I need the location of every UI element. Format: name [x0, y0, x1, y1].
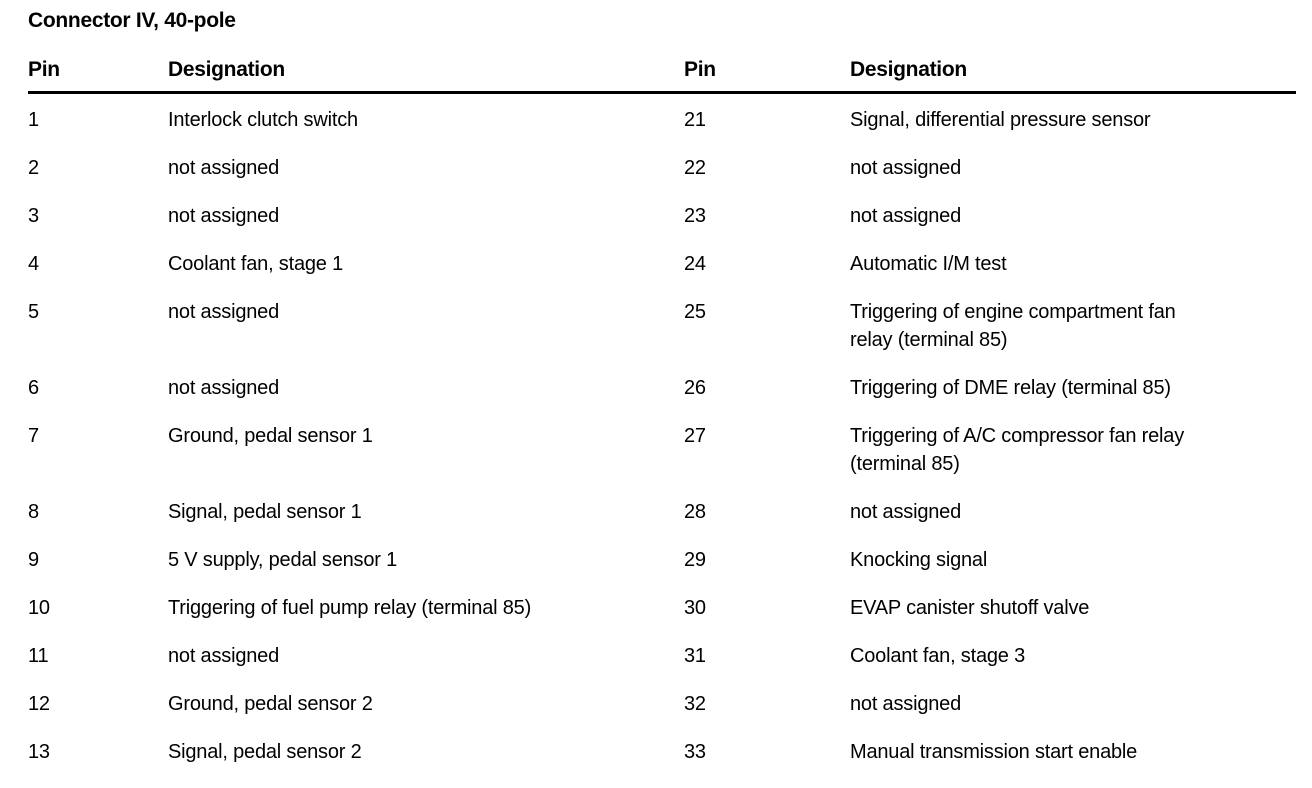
table-header-row: Pin Designation Pin Designation	[28, 58, 1296, 93]
designation-cell-right: Triggering of A/C compressor fan relay (…	[850, 425, 1185, 475]
pin-cell-right: 30	[684, 597, 706, 619]
table-row: 10 Triggering of fuel pump relay (termina…	[28, 594, 1296, 642]
column-header-pin-right: Pin	[684, 58, 716, 81]
pin-cell-right: 33	[684, 741, 706, 763]
designation-cell-right: not assigned	[850, 693, 962, 715]
table-row: 6 not assigned 26 Triggering of DME relay (…	[28, 374, 1296, 422]
pin-cell-left: 1	[28, 109, 39, 131]
designation-cell-right: Knocking signal	[850, 549, 988, 571]
pin-cell-left: 4	[28, 253, 39, 275]
table-row: 9 5 V supply, pedal sensor 1 29 Knocking si…	[28, 546, 1296, 594]
pin-cell-right: 22	[684, 157, 706, 179]
pin-cell-left: 8	[28, 501, 39, 523]
pin-cell-right: 28	[684, 501, 706, 523]
pin-cell-left: 2	[28, 157, 39, 179]
designation-cell-right: Manual transmission start enable	[850, 741, 1138, 763]
pin-cell-right: 26	[684, 377, 706, 399]
table-header: Pin Designation Pin Designation	[28, 58, 1296, 93]
designation-cell-left: Coolant fan, stage 1	[168, 253, 344, 275]
designation-cell-left: 5 V supply, pedal sensor 1	[168, 549, 398, 571]
designation-cell-left: not assigned	[168, 301, 280, 323]
designation-cell-right: Coolant fan, stage 3	[850, 645, 1026, 667]
pin-cell-left: 12	[28, 693, 50, 715]
table-row: 2 not assigned 22 not assigned	[28, 154, 1296, 202]
table-row: 5 not assigned 25 Triggering of engine comp…	[28, 298, 1296, 374]
designation-cell-right: not assigned	[850, 157, 962, 179]
pin-cell-left: 5	[28, 301, 39, 323]
designation-cell-right: Triggering of DME relay (terminal 85)	[850, 377, 1171, 399]
designation-cell-left: Ground, pedal sensor 1	[168, 425, 373, 447]
table-body: 1 Interlock clutch switch 21 Signal, differ…	[28, 93, 1296, 787]
pin-cell-left: 3	[28, 205, 39, 227]
designation-cell-left: Ground, pedal sensor 2	[168, 693, 373, 715]
pin-cell-left: 10	[28, 597, 50, 619]
column-header-designation-left: Designation	[168, 58, 285, 81]
designation-cell-left: Signal, pedal sensor 1	[168, 501, 362, 523]
designation-cell-left: Triggering of fuel pump relay (terminal …	[168, 597, 532, 619]
pin-cell-left: 11	[28, 645, 49, 667]
table-row: 3 not assigned 23 not assigned	[28, 202, 1296, 250]
page-title: Connector IV, 40-pole	[28, 9, 236, 32]
designation-cell-right: Signal, differential pressure sensor	[850, 109, 1151, 131]
pin-cell-right: 24	[684, 253, 706, 275]
pin-cell-left: 7	[28, 425, 39, 447]
pin-cell-right: 32	[684, 693, 706, 715]
table-row: 4 Coolant fan, stage 1 24 Automatic I/M tes…	[28, 250, 1296, 298]
pin-assignment-table: Pin Designation Pin Designation 1 Interlo…	[28, 58, 1296, 786]
designation-cell-left: Interlock clutch switch	[168, 109, 358, 131]
pin-cell-right: 25	[684, 301, 706, 323]
table-row: 11 not assigned 31 Coolant fan, stage 3	[28, 642, 1296, 690]
designation-cell-right: not assigned	[850, 501, 962, 523]
designation-cell-left: Signal, pedal sensor 2	[168, 741, 362, 763]
column-header-designation-right: Designation	[850, 58, 967, 81]
column-header-pin-left: Pin	[28, 58, 60, 81]
pin-cell-left: 13	[28, 741, 50, 763]
pin-cell-right: 23	[684, 205, 706, 227]
pin-cell-right: 31	[684, 645, 706, 667]
pin-cell-left: 9	[28, 549, 39, 571]
table-row: 1 Interlock clutch switch 21 Signal, differ…	[28, 93, 1296, 155]
designation-cell-left: not assigned	[168, 645, 280, 667]
table-row: 12 Ground, pedal sensor 2 32 not assigned	[28, 690, 1296, 738]
designation-cell-right: Triggering of engine compartment fan rel…	[850, 301, 1176, 351]
table-row: 8 Signal, pedal sensor 1 28 not assigned	[28, 498, 1296, 546]
designation-cell-left: not assigned	[168, 377, 280, 399]
table-row: 7 Ground, pedal sensor 1 27 Triggering of A…	[28, 422, 1296, 498]
designation-cell-left: not assigned	[168, 157, 280, 179]
designation-cell-right: Automatic I/M test	[850, 253, 1007, 275]
designation-cell-right: not assigned	[850, 205, 962, 227]
designation-cell-right: EVAP canister shutoff valve	[850, 597, 1090, 619]
pin-cell-right: 27	[684, 425, 706, 447]
table-row: 13 Signal, pedal sensor 2 33 Manual transmi…	[28, 738, 1296, 786]
pin-cell-right: 29	[684, 549, 706, 571]
pin-cell-right: 21	[684, 109, 706, 131]
designation-cell-left: not assigned	[168, 205, 280, 227]
pin-cell-left: 6	[28, 377, 39, 399]
